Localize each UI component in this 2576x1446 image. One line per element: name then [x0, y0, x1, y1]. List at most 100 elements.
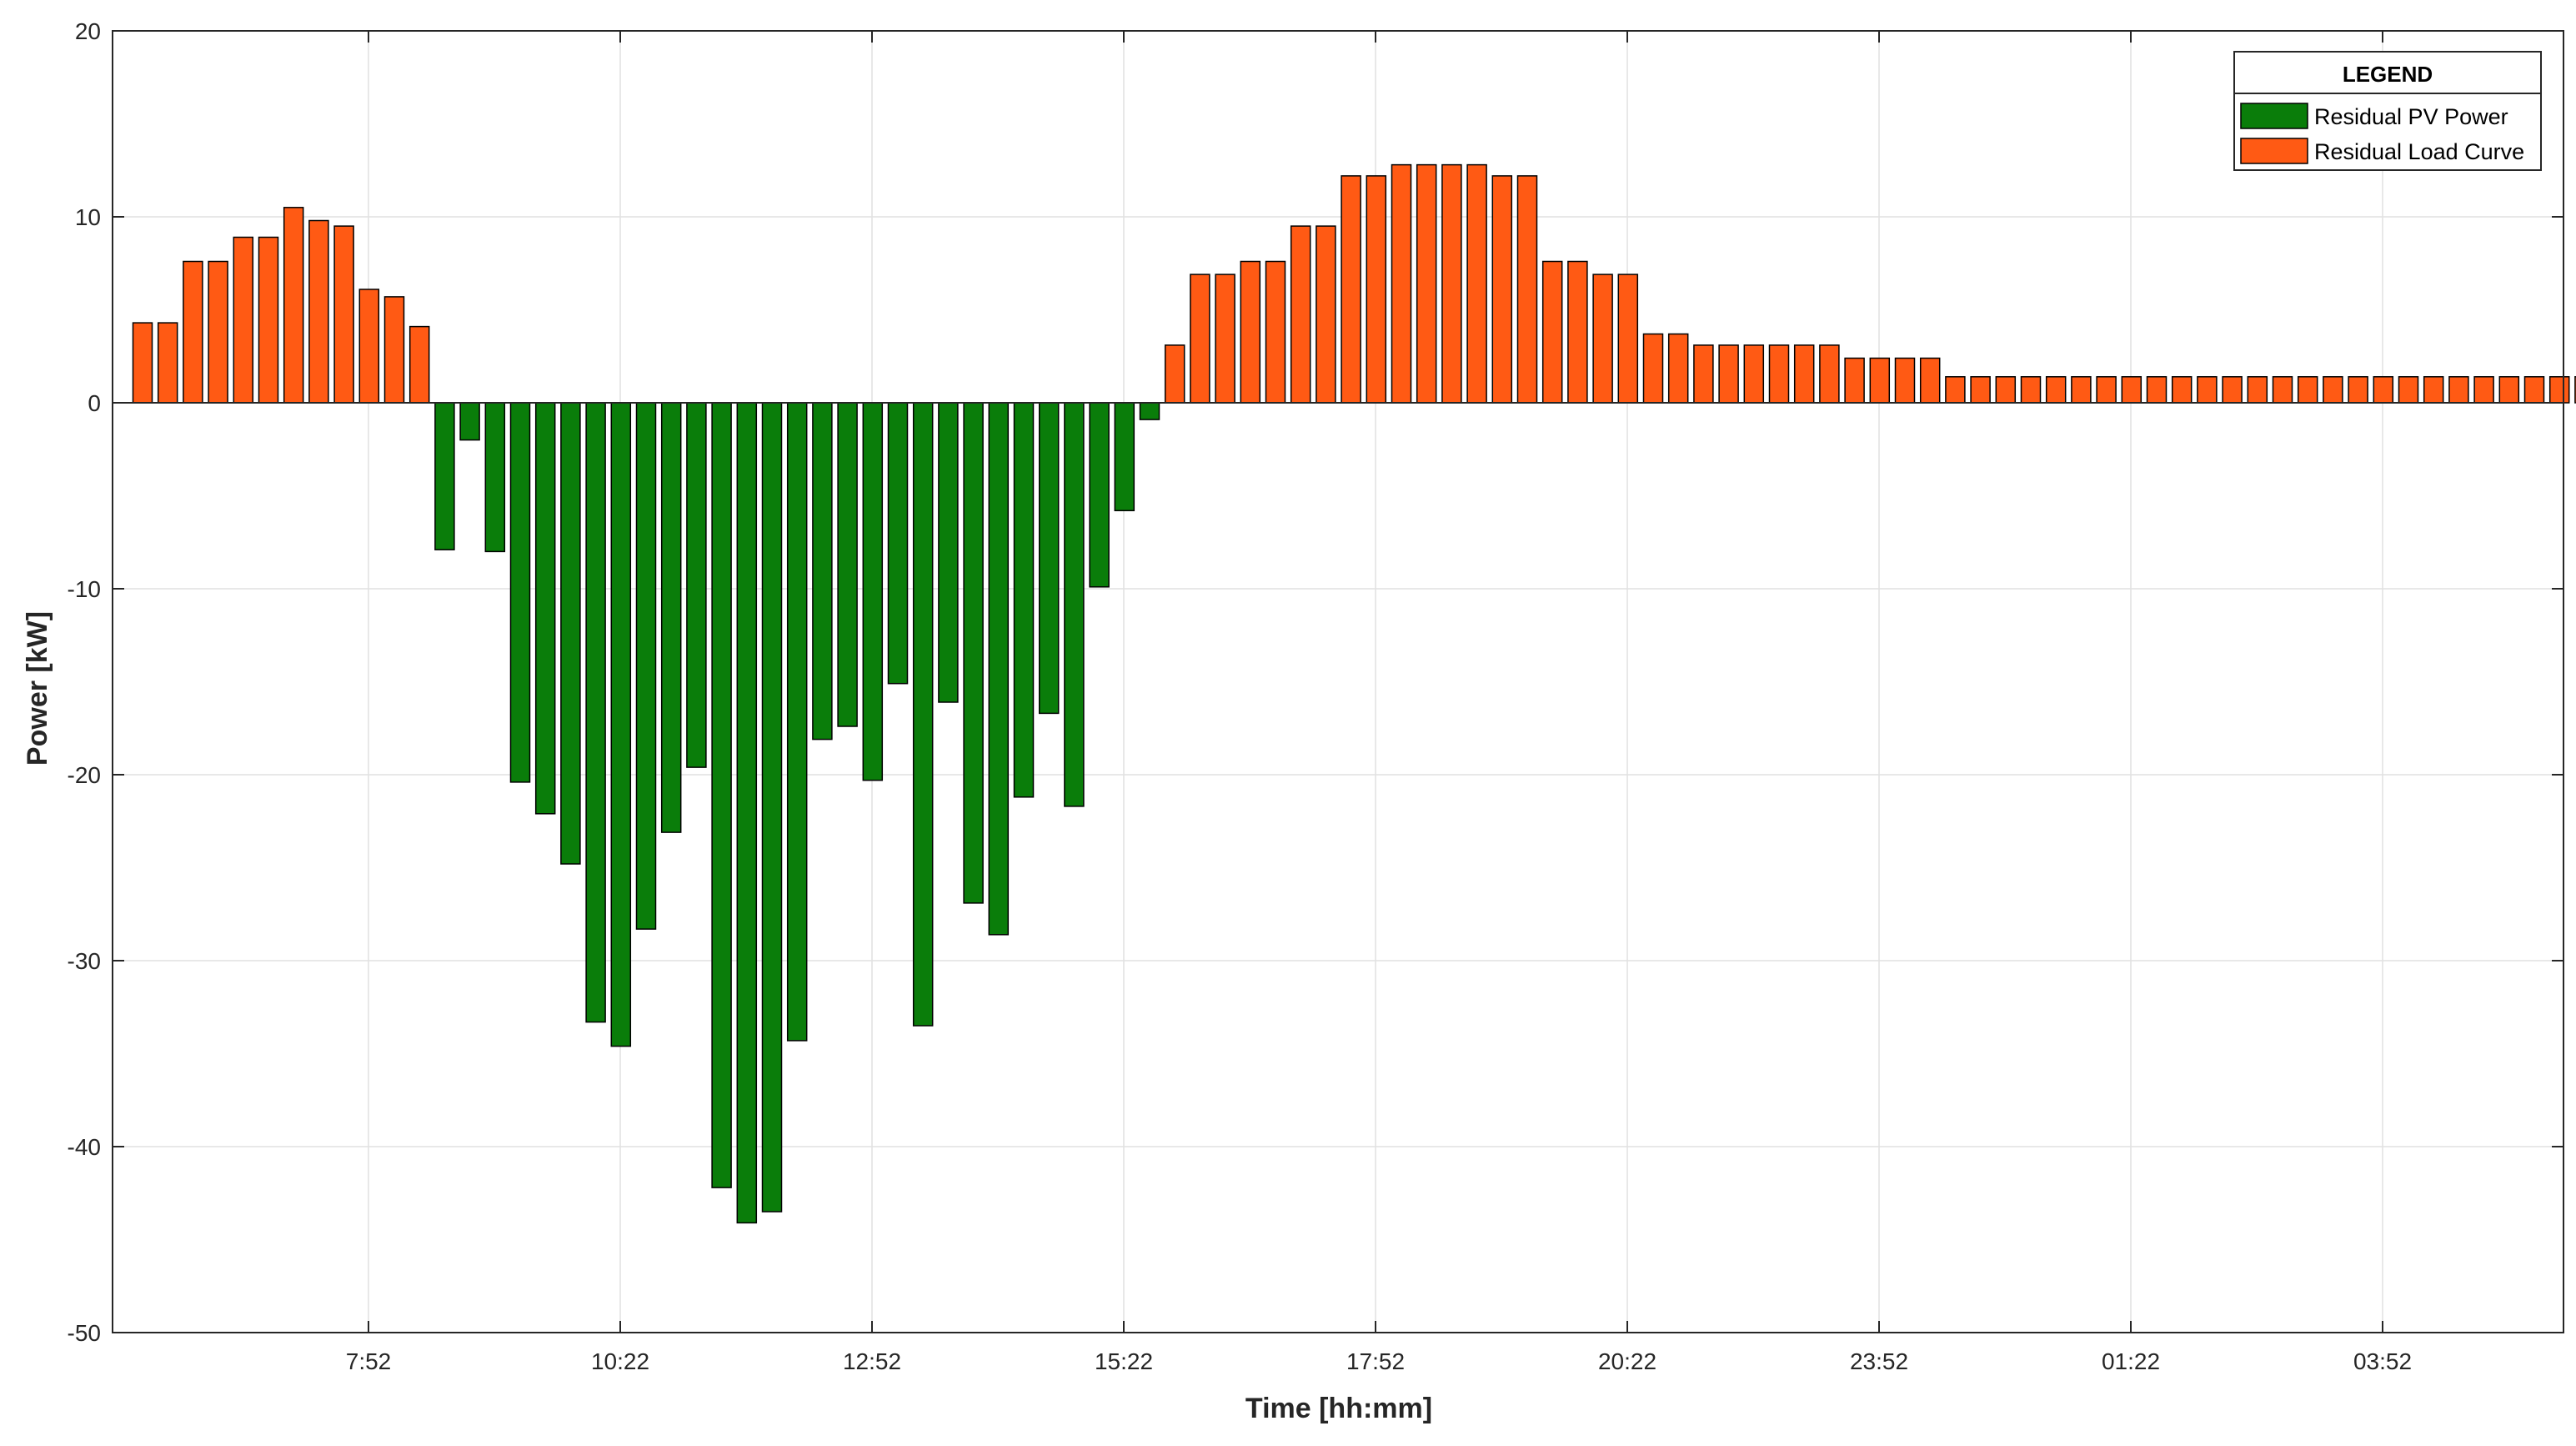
bar-load — [1391, 163, 1412, 404]
bar-pv — [610, 402, 632, 1047]
bar-load — [2096, 376, 2117, 404]
bar-load — [308, 219, 329, 404]
bar-load — [1164, 344, 1185, 404]
bar-pv — [812, 402, 833, 741]
bar-pv — [585, 402, 606, 1023]
bar-load — [1869, 357, 1891, 404]
bar-load — [1416, 163, 1437, 404]
bar-load — [233, 236, 254, 404]
bar-pv — [484, 402, 506, 553]
y-axis-title: Power [kW] — [22, 611, 53, 766]
x-tick-label: 23:52 — [1850, 1348, 1908, 1374]
bar-load — [2498, 376, 2520, 404]
bar-load — [2146, 376, 2168, 404]
y-ticks: 20 10 0 -10 -20 -30 -40 -50 — [68, 18, 2563, 1346]
bar-pv — [635, 402, 657, 930]
bar-load — [2197, 376, 2218, 404]
y-tick-label: 10 — [75, 204, 101, 230]
legend-title: LEGEND — [2343, 62, 2433, 87]
bar-pv — [1139, 402, 1160, 420]
x-tick-label: 15:22 — [1095, 1348, 1153, 1374]
bar-pv — [988, 402, 1010, 936]
bar-load — [2373, 376, 2394, 404]
bar-pv — [912, 402, 934, 1027]
bar-load — [1894, 357, 1916, 404]
bar-pv — [434, 402, 455, 550]
bar-load — [2222, 376, 2243, 404]
bar-pv — [660, 402, 682, 833]
bar-load — [1366, 175, 1387, 404]
bar-pv — [837, 402, 858, 727]
bar-pv — [459, 402, 480, 441]
legend: LEGEND Residual PV Power Residual Load C… — [2233, 51, 2542, 171]
bar-load — [1491, 175, 1513, 404]
bar-load — [1341, 175, 1361, 404]
bar-load — [333, 225, 354, 404]
bar-load — [2523, 376, 2545, 404]
bar-load — [358, 289, 380, 404]
bar-load — [1667, 333, 1689, 404]
x-tick-label: 17:52 — [1346, 1348, 1405, 1374]
bar-pv — [963, 402, 984, 904]
bar-load — [1945, 376, 1966, 404]
bar-pv — [686, 402, 707, 768]
bar-load — [1290, 225, 1311, 404]
y-tick-label: 0 — [88, 390, 101, 416]
bar-load — [2323, 376, 2343, 404]
bar-pv — [1114, 402, 1135, 512]
bar-load — [1970, 376, 1991, 404]
bar-pv — [786, 402, 808, 1042]
bar-load — [1768, 344, 1790, 404]
bar-pv — [509, 402, 531, 783]
legend-label-pv: Residual PV Power — [2314, 104, 2508, 129]
bar-load — [408, 325, 430, 404]
bar-load — [1995, 376, 2017, 404]
bar-pv — [761, 402, 783, 1213]
bar-load — [1316, 225, 1336, 404]
bar-pv — [1013, 402, 1035, 798]
bar-load — [2171, 376, 2193, 404]
bar-load — [183, 260, 203, 404]
bar-load — [2247, 376, 2268, 404]
x-tick-label: 20:22 — [1598, 1348, 1656, 1374]
legend-swatch-load — [2240, 138, 2308, 164]
bar-load — [1617, 274, 1639, 404]
bar-load — [1516, 175, 1538, 404]
y-tick-label: -20 — [68, 762, 101, 788]
bar-load — [1466, 163, 1487, 404]
bar-load — [1567, 260, 1588, 404]
bar-load — [1190, 274, 1210, 404]
bar-load — [383, 296, 405, 404]
plot-frame — [112, 30, 2564, 1333]
x-axis-title: Time [hh:mm] — [1245, 1393, 1432, 1424]
bar-load — [2045, 376, 2067, 404]
bar-load — [2574, 376, 2576, 404]
bar-load — [2423, 376, 2444, 404]
bar-load — [1819, 344, 1840, 404]
bar-pv — [560, 402, 581, 865]
y-tick-label: -50 — [68, 1320, 101, 1346]
bar-load — [2348, 376, 2368, 404]
x-ticks: 7:52 10:22 12:52 15:22 17:52 20:22 23:52 01:22 0… — [346, 31, 2412, 1374]
bar-pv — [534, 402, 556, 815]
bar-load — [1844, 357, 1865, 404]
bar-load — [1693, 344, 1714, 404]
legend-label-load: Residual Load Curve — [2314, 139, 2524, 164]
bar-pv — [711, 402, 732, 1188]
y-tick-label: 20 — [75, 18, 101, 44]
x-tick-label: 10:22 — [591, 1348, 649, 1374]
bar-load — [283, 207, 304, 404]
bars — [132, 163, 2576, 1224]
bar-load — [1592, 274, 1613, 404]
bar-load — [2020, 376, 2042, 404]
bar-load — [1240, 260, 1261, 404]
bar-load — [208, 260, 228, 404]
bar-pv — [1064, 402, 1085, 807]
bar-load — [2448, 376, 2469, 404]
bar-load — [2297, 376, 2318, 404]
bar-load — [1793, 344, 1815, 404]
x-tick-label: 01:22 — [2102, 1348, 2160, 1374]
y-tick-label: -30 — [68, 948, 101, 974]
bar-load — [1718, 344, 1739, 404]
